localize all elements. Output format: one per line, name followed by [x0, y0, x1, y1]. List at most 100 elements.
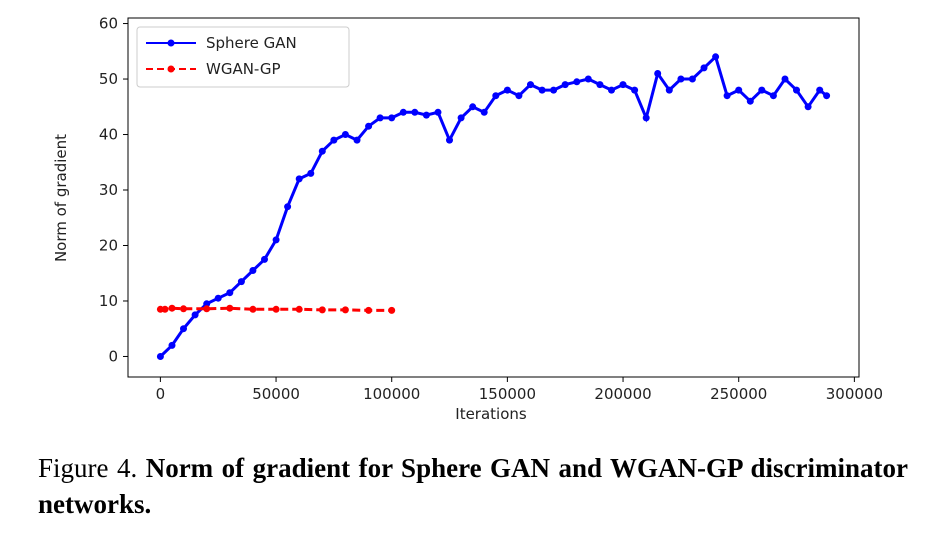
data-point-sphere-gan — [573, 78, 581, 86]
data-point-sphere-gan — [804, 103, 812, 111]
y-tick-label: 60 — [99, 15, 118, 33]
x-axis-label: Iterations — [455, 405, 527, 423]
data-point-sphere-gan — [758, 86, 766, 94]
data-point-sphere-gan — [781, 75, 789, 83]
data-point-sphere-gan — [688, 75, 696, 83]
data-point-sphere-gan — [480, 108, 488, 116]
data-point-wgan-gp — [226, 304, 234, 312]
series-layer — [156, 53, 831, 360]
data-point-wgan-gp — [272, 305, 280, 313]
x-tick-label: 300000 — [826, 385, 883, 403]
data-point-sphere-gan — [422, 111, 430, 119]
data-point-wgan-gp — [295, 305, 303, 313]
data-point-sphere-gan — [816, 86, 824, 94]
data-point-sphere-gan — [353, 136, 361, 144]
data-point-sphere-gan — [515, 92, 523, 100]
data-point-sphere-gan — [723, 92, 731, 100]
data-point-wgan-gp — [203, 305, 211, 313]
data-point-sphere-gan — [168, 341, 176, 349]
y-tick-label: 10 — [99, 292, 118, 310]
chart: 0 50000 100000 150000 200000 250000 300000 0 10… — [52, 15, 883, 423]
data-point-sphere-gan — [411, 108, 419, 116]
data-point-sphere-gan — [446, 136, 453, 144]
data-point-sphere-gan — [712, 53, 720, 61]
data-point-sphere-gan — [769, 92, 777, 100]
data-point-sphere-gan — [156, 353, 164, 360]
series-sphere-gan — [156, 53, 831, 360]
y-tick-label: 0 — [108, 347, 118, 365]
x-tick-label: 50000 — [252, 385, 300, 403]
data-point-sphere-gan — [214, 294, 222, 302]
data-point-wgan-gp — [168, 304, 176, 312]
data-point-sphere-gan — [376, 114, 384, 122]
data-point-sphere-gan — [654, 70, 662, 77]
data-point-sphere-gan — [365, 122, 373, 130]
data-point-sphere-gan — [677, 75, 685, 83]
x-tick-label: 250000 — [710, 385, 767, 403]
data-point-sphere-gan — [457, 114, 465, 122]
x-tick-label: 150000 — [479, 385, 536, 403]
data-point-sphere-gan — [665, 86, 673, 94]
data-point-sphere-gan — [180, 325, 187, 333]
data-point-sphere-gan — [318, 147, 326, 155]
legend: Sphere GAN WGAN-GP — [136, 26, 350, 88]
data-point-sphere-gan — [596, 81, 604, 89]
data-point-sphere-gan — [538, 86, 546, 94]
y-axis-label: Norm of gradient — [52, 134, 70, 262]
data-point-wgan-gp — [180, 305, 187, 313]
x-tick-label: 200000 — [594, 385, 651, 403]
data-point-wgan-gp — [365, 306, 373, 314]
data-point-sphere-gan — [330, 136, 338, 144]
legend-marker-sphere-gan — [167, 39, 175, 47]
data-point-sphere-gan — [608, 86, 615, 94]
legend-marker-wgan-gp — [167, 65, 175, 73]
legend-label-sphere-gan: Sphere GAN — [206, 34, 297, 52]
data-point-sphere-gan — [399, 108, 407, 116]
caption-text: Norm of gradient for Sphere GAN and WGAN… — [38, 453, 908, 519]
y-tick-label: 20 — [99, 236, 118, 254]
y-axis-ticks: 0 10 20 30 40 50 60 — [99, 15, 128, 365]
data-point-sphere-gan — [261, 255, 268, 263]
data-point-sphere-gan — [434, 108, 442, 116]
figure-caption: Figure 4. Norm of gradient for Sphere GA… — [38, 450, 908, 522]
x-tick-label: 0 — [156, 385, 166, 403]
data-point-wgan-gp — [249, 305, 257, 313]
data-point-sphere-gan — [823, 92, 831, 100]
x-axis-ticks: 0 50000 100000 150000 200000 250000 300000 — [156, 377, 883, 403]
data-point-sphere-gan — [527, 81, 534, 89]
data-point-sphere-gan — [295, 175, 303, 183]
data-point-sphere-gan — [237, 278, 245, 286]
data-point-sphere-gan — [492, 92, 500, 100]
data-point-sphere-gan — [631, 86, 639, 94]
data-point-sphere-gan — [388, 114, 396, 122]
data-point-wgan-gp — [341, 306, 349, 314]
data-point-sphere-gan — [249, 267, 257, 274]
y-tick-label: 30 — [99, 181, 118, 199]
data-point-sphere-gan — [584, 75, 592, 83]
data-point-sphere-gan — [272, 236, 280, 244]
data-point-sphere-gan — [550, 86, 558, 94]
data-point-wgan-gp — [388, 306, 396, 314]
data-point-sphere-gan — [700, 64, 708, 72]
data-point-sphere-gan — [642, 114, 650, 122]
data-point-wgan-gp — [161, 305, 169, 313]
data-point-sphere-gan — [469, 103, 477, 111]
x-tick-label: 100000 — [363, 385, 420, 403]
legend-label-wgan-gp: WGAN-GP — [206, 60, 281, 78]
data-point-sphere-gan — [561, 81, 569, 89]
data-point-sphere-gan — [284, 203, 292, 211]
data-point-sphere-gan — [793, 86, 800, 94]
data-point-sphere-gan — [226, 289, 234, 297]
data-point-sphere-gan — [307, 169, 315, 177]
data-point-sphere-gan — [191, 311, 199, 319]
data-point-wgan-gp — [318, 306, 326, 314]
data-point-sphere-gan — [619, 81, 627, 89]
y-tick-label: 50 — [99, 70, 118, 88]
data-point-sphere-gan — [746, 97, 754, 105]
data-point-sphere-gan — [735, 86, 743, 94]
y-tick-label: 40 — [99, 126, 118, 144]
data-point-sphere-gan — [503, 86, 511, 94]
data-point-sphere-gan — [203, 300, 211, 308]
caption-prefix: Figure 4. — [38, 453, 146, 483]
data-point-sphere-gan — [341, 131, 349, 138]
